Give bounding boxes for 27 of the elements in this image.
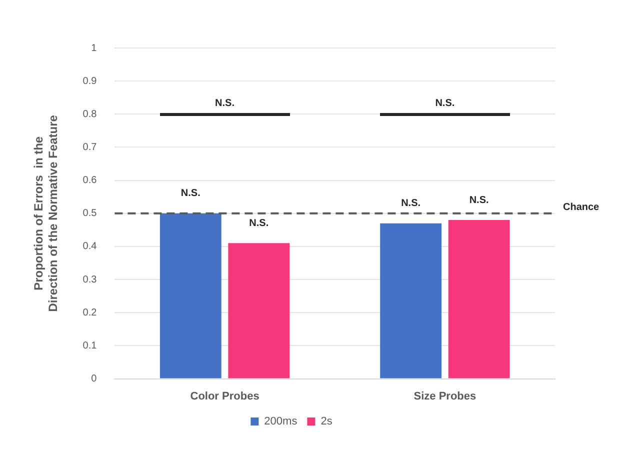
data-label: N.S. xyxy=(180,188,201,200)
x-tick-label: Size Probes xyxy=(414,390,476,402)
y-tick-label: 0.4 xyxy=(82,241,98,252)
x-tick-label: Color Probes xyxy=(190,390,260,402)
y-tick-label: 0 xyxy=(91,374,98,385)
y-tick-label: 0.2 xyxy=(82,307,98,318)
y-tick-label: 0.3 xyxy=(82,274,98,286)
y-tick-label: 0.5 xyxy=(82,208,98,220)
ref-line-label: Chance xyxy=(563,202,600,214)
data-label: N.S. xyxy=(401,198,421,210)
legend-label: 2s xyxy=(320,416,333,428)
y-tick-label: 1 xyxy=(91,42,98,54)
legend-label: 200ms xyxy=(264,416,298,428)
bar xyxy=(448,220,510,378)
y-tick-label: 0.6 xyxy=(82,175,98,186)
y-axis-title: Proportion of Errors in the Direction of the Normative Feature xyxy=(32,114,60,312)
bar xyxy=(160,213,222,378)
bar xyxy=(228,243,290,378)
y-tick-label: 0.1 xyxy=(82,340,98,352)
annotation: N.S. xyxy=(435,98,455,109)
annotation: N.S. xyxy=(215,98,235,109)
y-tick-label: 0.9 xyxy=(82,76,98,87)
data-label: N.S. xyxy=(249,218,269,229)
data-label: N.S. xyxy=(469,194,489,206)
bar xyxy=(380,223,442,378)
y-tick-label: 0.8 xyxy=(82,108,98,120)
y-tick-label: 0.7 xyxy=(82,142,98,153)
